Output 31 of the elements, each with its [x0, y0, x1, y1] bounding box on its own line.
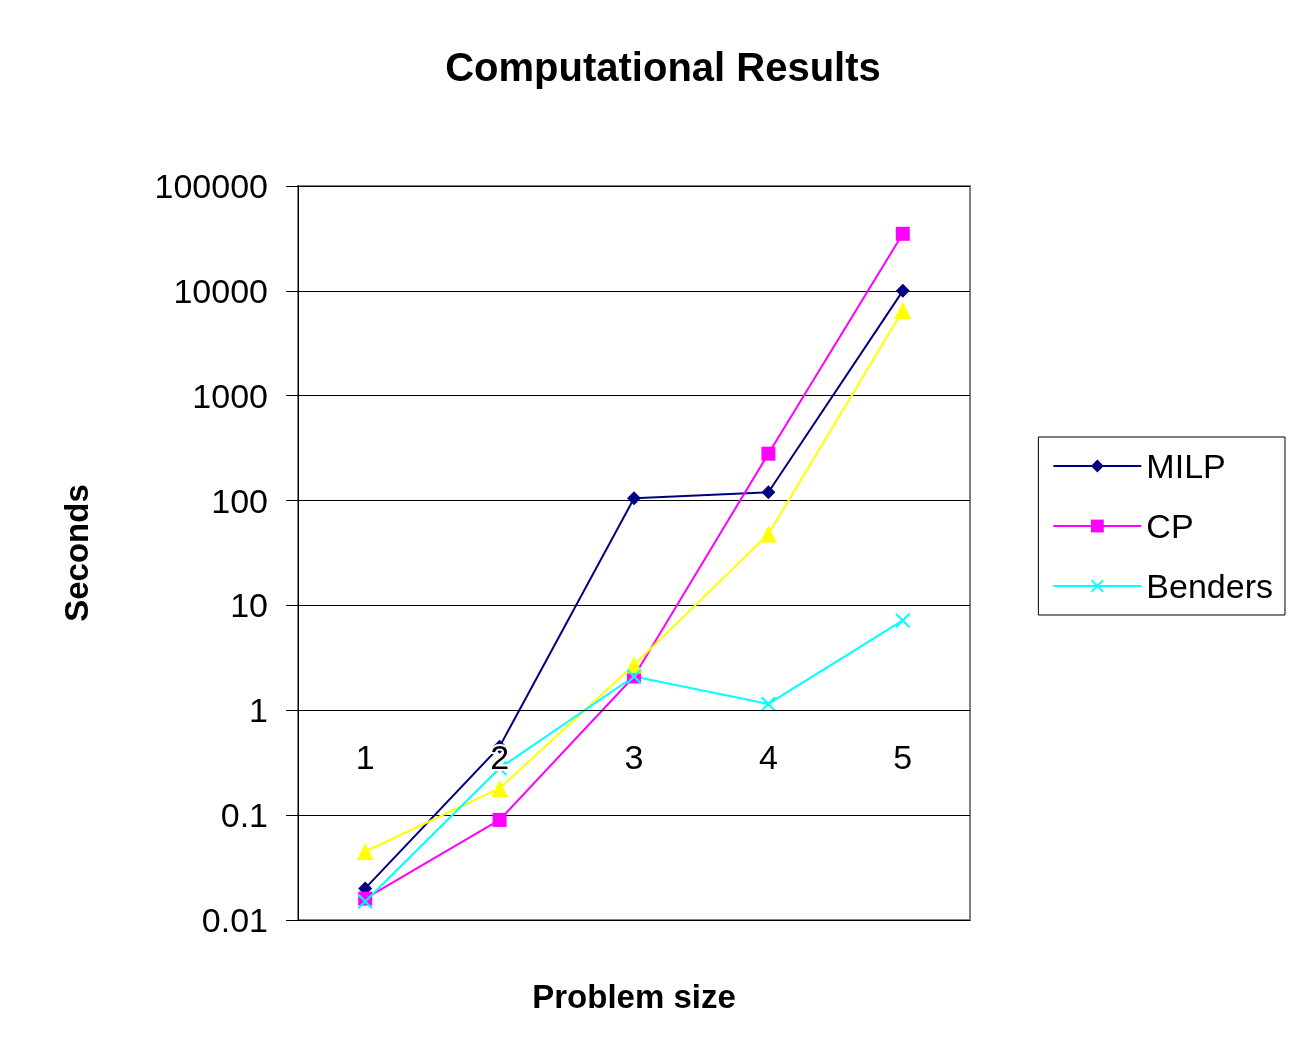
point	[760, 696, 776, 712]
x-axis-title: Problem size	[532, 978, 736, 1015]
point	[895, 226, 910, 241]
legend-label: Benders	[1146, 567, 1273, 605]
x-tick-label: 1	[355, 738, 375, 777]
y-tick-label: 0.01	[201, 901, 268, 939]
y-tick-label: 100000	[154, 167, 268, 205]
y-axis-title: Seconds	[58, 484, 95, 622]
point	[491, 779, 509, 797]
point	[357, 894, 373, 910]
y-tick-label: 0.1	[220, 796, 268, 835]
point	[627, 491, 641, 506]
x-tick-label: 4	[758, 738, 778, 777]
x-tick-label: 5	[893, 738, 913, 777]
y-tick-label: 1	[249, 691, 268, 730]
point	[759, 525, 777, 543]
point	[761, 485, 776, 500]
point	[895, 283, 910, 298]
y-tick-label: 10000	[173, 271, 268, 310]
legend-label: CP	[1146, 507, 1194, 545]
chart-title: Computational Results	[445, 45, 881, 89]
point	[894, 301, 912, 319]
y-tick-label: 1000	[192, 376, 268, 415]
point	[492, 812, 507, 827]
y-tick-label: 10	[230, 586, 268, 625]
point	[761, 446, 776, 461]
y-tick-label: 100	[211, 481, 268, 520]
legend-label: MILP	[1146, 447, 1226, 485]
x-tick-label: 3	[624, 738, 644, 777]
point	[895, 612, 911, 628]
point	[356, 843, 374, 861]
